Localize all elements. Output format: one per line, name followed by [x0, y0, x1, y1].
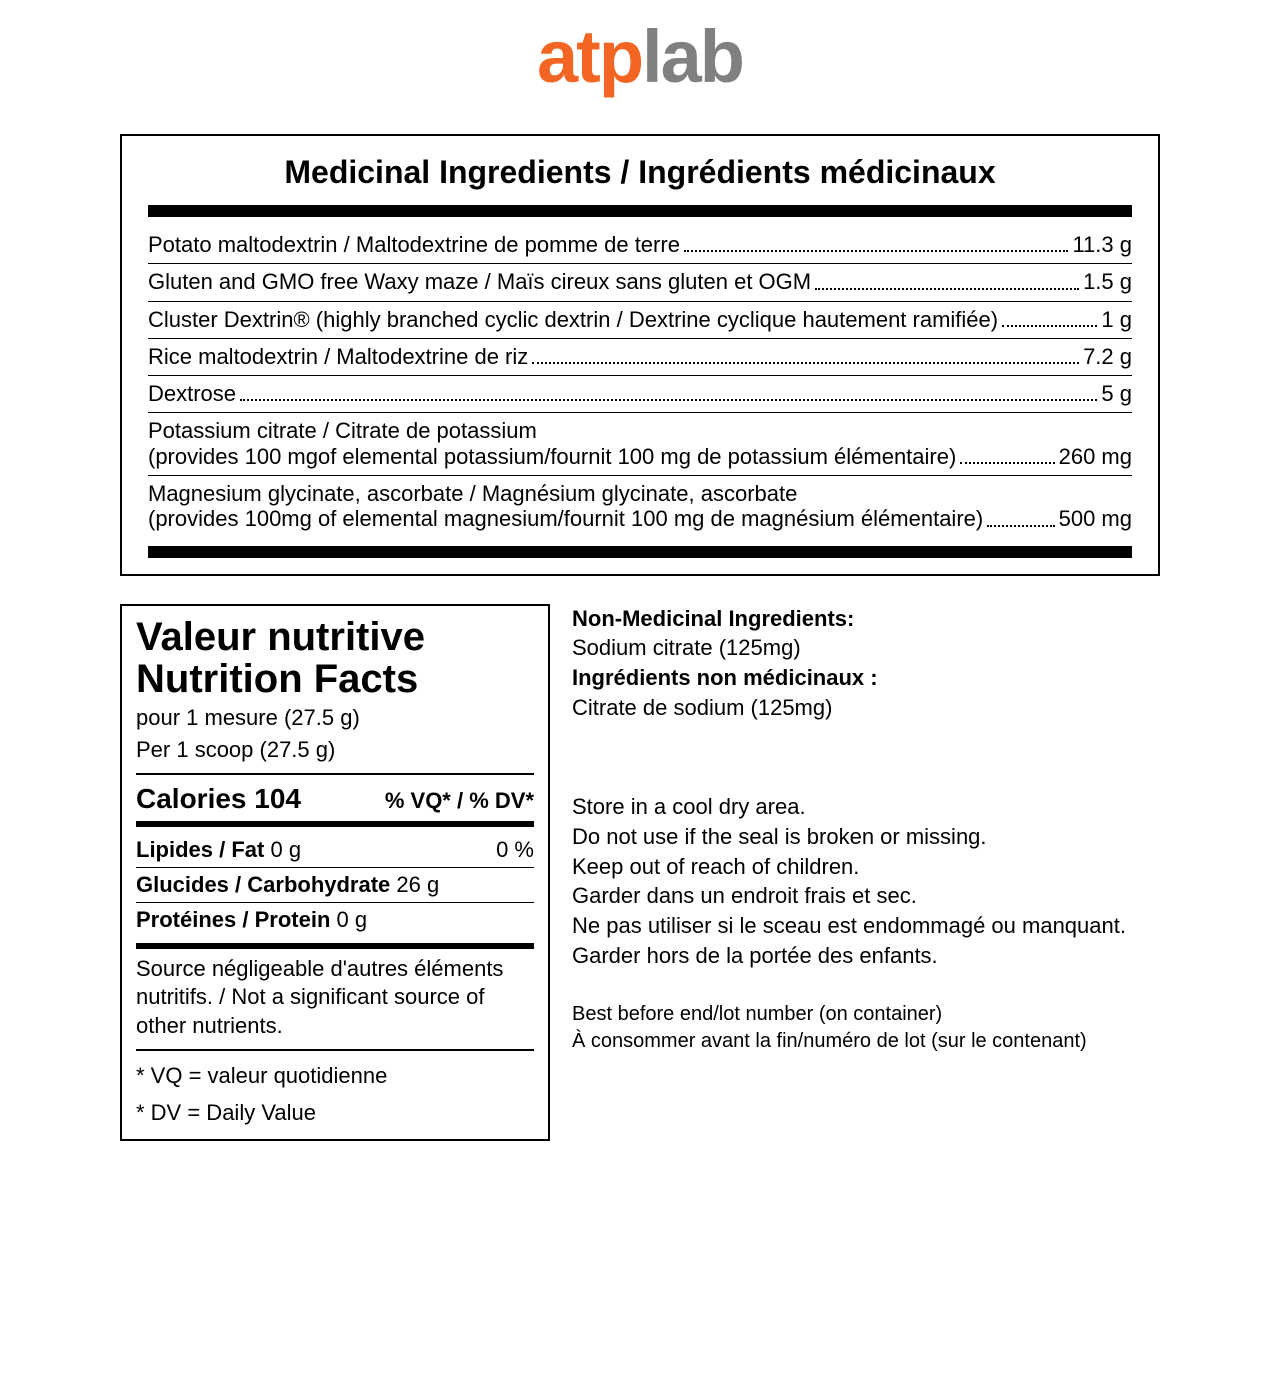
medicinal-label: (provides 100 mgof elemental potassium/f… [148, 444, 956, 469]
nutrition-title-fr: Valeur nutritive [136, 616, 534, 658]
medicinal-row: Potato maltodextrin / Maltodextrine de p… [148, 227, 1132, 264]
macro-label: Glucides / Carbohydrate 26 g [136, 872, 439, 898]
macro-dv: 0 % [496, 837, 534, 863]
divider-bar-bottom [148, 546, 1132, 558]
leader-dots [960, 462, 1054, 464]
medicinal-label: Potato maltodextrin / Maltodextrine de p… [148, 232, 680, 257]
leader-dots [815, 288, 1079, 290]
best-before-en: Best before end/lot number (on container… [572, 1001, 1160, 1028]
medicinal-label: Magnesium glycinate, ascorbate / Magnési… [148, 481, 1132, 506]
medicinal-label: Potassium citrate / Citrate de potassium [148, 418, 1132, 443]
medicinal-label: Gluten and GMO free Waxy maze / Maïs cir… [148, 269, 811, 294]
medicinal-value: 7.2 g [1083, 344, 1132, 369]
logo-part-lab: lab [642, 15, 743, 98]
serving-en: Per 1 scoop (27.5 g) [136, 736, 534, 765]
medicinal-label: Cluster Dextrin® (highly branched cyclic… [148, 307, 998, 332]
nonmed-text-fr: Citrate de sodium (125mg) [572, 693, 1160, 723]
medicinal-label: (provides 100mg of elemental magnesium/f… [148, 506, 983, 531]
storage-line: Ne pas utiliser si le sceau est endommag… [572, 911, 1160, 941]
medicinal-row: Potassium citrate / Citrate de potassium… [148, 413, 1132, 476]
nonmed-header-en: Non-Medicinal Ingredients: [572, 604, 1160, 634]
macro-row: Glucides / Carbohydrate 26 g [136, 868, 534, 903]
footnote-dv: * DV = Daily Value [136, 1096, 534, 1129]
macro-row: Lipides / Fat 0 g 0 % [136, 833, 534, 868]
divider-bar-top [148, 205, 1132, 217]
leader-dots [987, 525, 1054, 527]
medicinal-value: 260 mg [1059, 444, 1132, 469]
nutrition-note: Source négligeable d'autres éléments nut… [136, 955, 534, 1041]
medicinal-title: Medicinal Ingredients / Ingrédients médi… [148, 154, 1132, 191]
leader-dots [1002, 325, 1097, 327]
storage-line: Garder hors de la portée des enfants. [572, 941, 1160, 971]
medicinal-row: Magnesium glycinate, ascorbate / Magnési… [148, 476, 1132, 538]
storage-line: Store in a cool dry area. [572, 792, 1160, 822]
medicinal-row: Rice maltodextrin / Maltodextrine de riz… [148, 339, 1132, 376]
best-before-fr: À consommer avant la fin/numéro de lot (… [572, 1028, 1160, 1055]
medicinal-value: 5 g [1101, 381, 1132, 406]
footnote-vq: * VQ = valeur quotidienne [136, 1059, 534, 1092]
medicinal-row: Dextrose 5 g [148, 376, 1132, 413]
logo-part-atp: atp [537, 15, 642, 98]
storage-line: Garder dans un endroit frais et sec. [572, 881, 1160, 911]
macro-label: Lipides / Fat 0 g [136, 837, 301, 863]
nonmed-header-fr: Ingrédients non médicinaux : [572, 663, 1160, 693]
nonmed-text-en: Sodium citrate (125mg) [572, 633, 1160, 663]
medicinal-row: Cluster Dextrin® (highly branched cyclic… [148, 302, 1132, 339]
medicinal-value: 11.3 g [1072, 232, 1132, 257]
leader-dots [240, 399, 1097, 401]
medicinal-label: Rice maltodextrin / Maltodextrine de riz [148, 344, 528, 369]
leader-dots [532, 362, 1079, 364]
right-info-column: Non-Medicinal Ingredients: Sodium citrat… [572, 604, 1160, 1141]
medicinal-label: Dextrose [148, 381, 236, 406]
medicinal-ingredients-panel: Medicinal Ingredients / Ingrédients médi… [120, 134, 1160, 576]
medicinal-row: Gluten and GMO free Waxy maze / Maïs cir… [148, 264, 1132, 301]
macro-label: Protéines / Protein 0 g [136, 907, 367, 933]
storage-instructions: Store in a cool dry area. Do not use if … [572, 792, 1160, 970]
storage-line: Keep out of reach of children. [572, 852, 1160, 882]
medicinal-value: 1.5 g [1083, 269, 1132, 294]
medicinal-value: 1 g [1101, 307, 1132, 332]
dv-header: % VQ* / % DV* [385, 788, 534, 814]
calories-label: Calories 104 [136, 783, 301, 815]
macro-row: Protéines / Protein 0 g [136, 903, 534, 937]
brand-logo: atplab [120, 20, 1160, 94]
medicinal-value: 500 mg [1059, 506, 1132, 531]
nutrition-facts-panel: Valeur nutritive Nutrition Facts pour 1 … [120, 604, 550, 1141]
storage-line: Do not use if the seal is broken or miss… [572, 822, 1160, 852]
serving-fr: pour 1 mesure (27.5 g) [136, 704, 534, 733]
nutrition-title-en: Nutrition Facts [136, 658, 534, 700]
leader-dots [684, 250, 1069, 252]
